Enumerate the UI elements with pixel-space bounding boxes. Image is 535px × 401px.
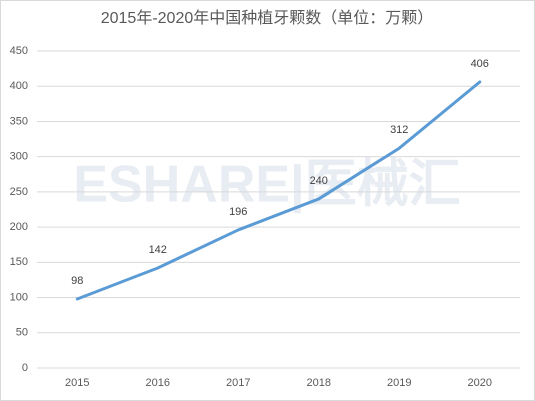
data-label: 98 bbox=[71, 275, 83, 287]
x-tick-label: 2018 bbox=[307, 377, 331, 389]
watermark: ESHARE|医械汇 bbox=[73, 156, 460, 214]
y-tick-label: 400 bbox=[10, 80, 28, 92]
x-tick-label: 2019 bbox=[387, 377, 411, 389]
y-tick-label: 450 bbox=[10, 45, 28, 57]
y-tick-label: 200 bbox=[10, 221, 28, 233]
y-tick-label: 300 bbox=[10, 151, 28, 163]
data-line bbox=[75, 80, 482, 301]
y-tick-label: 100 bbox=[10, 291, 28, 303]
y-tick-label: 0 bbox=[22, 362, 28, 374]
x-tick-label: 2020 bbox=[468, 377, 492, 389]
x-tick-label: 2017 bbox=[226, 377, 250, 389]
data-label: 196 bbox=[229, 206, 247, 218]
data-label: 142 bbox=[149, 244, 167, 256]
data-label: 406 bbox=[471, 58, 489, 70]
data-label: 240 bbox=[310, 175, 328, 187]
x-tick-label: 2015 bbox=[65, 377, 89, 389]
data-label: 312 bbox=[390, 124, 408, 136]
y-tick-label: 250 bbox=[10, 186, 28, 198]
y-tick-label: 150 bbox=[10, 256, 28, 268]
y-tick-label: 350 bbox=[10, 115, 28, 127]
chart-title: 2015年-2020年中国种植牙颗数（单位：万颗） bbox=[101, 9, 434, 27]
y-tick-label: 50 bbox=[16, 327, 28, 339]
x-tick-label: 2016 bbox=[146, 377, 170, 389]
